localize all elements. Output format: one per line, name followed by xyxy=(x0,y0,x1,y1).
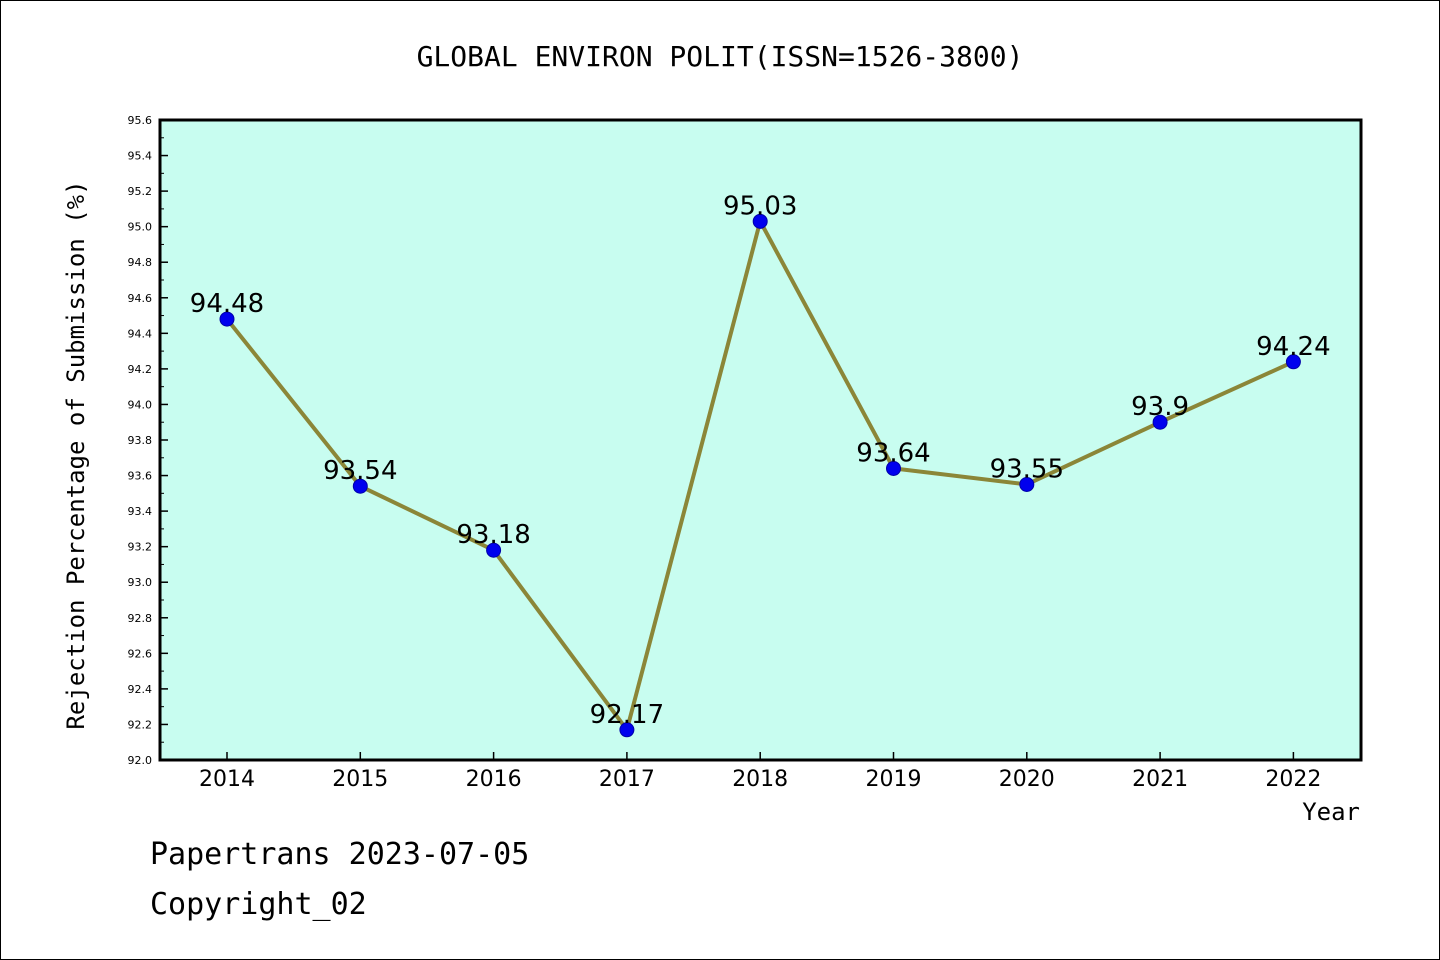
y-tick-label: 94.6 xyxy=(128,292,153,305)
y-tick-label: 94.8 xyxy=(128,256,153,269)
data-label: 93.9 xyxy=(1131,392,1189,422)
y-tick-label: 94.4 xyxy=(128,327,153,340)
data-label: 93.64 xyxy=(856,438,930,468)
data-label: 95.03 xyxy=(723,191,797,221)
y-tick-label: 93.0 xyxy=(128,576,153,589)
x-tick-label: 2020 xyxy=(999,767,1055,792)
y-tick-label: 93.8 xyxy=(128,434,153,447)
data-labels: 94.48 93.54 93.18 92.17 95.03 93.64 93.55 93.9 9… xyxy=(190,191,1331,729)
y-tick-label: 93.2 xyxy=(128,541,153,554)
y-tick-label: 92.4 xyxy=(128,683,153,696)
data-point xyxy=(219,311,235,327)
data-label: 94.24 xyxy=(1256,332,1330,362)
x-tick-label: 2014 xyxy=(199,767,255,792)
y-tick-label: 92.0 xyxy=(128,754,153,767)
footer-copyright: Copyright_02 xyxy=(150,887,367,922)
y-tick-label: 94.2 xyxy=(128,363,153,376)
data-point xyxy=(352,478,368,494)
y-tick-label: 93.6 xyxy=(128,470,153,483)
x-tick-label: 2015 xyxy=(332,767,388,792)
data-label: 93.18 xyxy=(456,520,530,550)
x-tick-label: 2021 xyxy=(1132,767,1188,792)
data-point xyxy=(886,460,901,476)
y-axis: 92.0 92.2 92.4 92.6 92.8 93.0 93.2 93.4 93.6 93.8… xyxy=(128,114,168,767)
chart-title: GLOBAL ENVIRON POLIT(ISSN=1526-3800) xyxy=(417,40,1024,73)
data-label: 94.48 xyxy=(190,289,264,319)
plot-border xyxy=(158,118,1363,762)
data-point xyxy=(1019,476,1035,492)
footer-source: Papertrans 2023-07-05 xyxy=(150,837,529,872)
data-point xyxy=(1152,414,1168,430)
data-points xyxy=(219,213,1301,738)
data-label: 93.55 xyxy=(990,454,1064,484)
y-tick-label: 95.6 xyxy=(128,114,153,127)
y-tick-label: 95.4 xyxy=(128,150,153,163)
data-label: 93.54 xyxy=(323,456,397,486)
x-tick-label: 2019 xyxy=(866,767,922,792)
y-tick-label: 92.2 xyxy=(128,718,153,731)
y-axis-label: Rejection Percentage of Submission (%) xyxy=(62,180,90,729)
y-tick-label: 95.2 xyxy=(128,185,153,198)
x-tick-label: 2016 xyxy=(466,767,522,792)
y-tick-label: 95.0 xyxy=(128,221,153,234)
data-label: 92.17 xyxy=(590,700,664,730)
data-point xyxy=(486,542,502,558)
x-tick-label: 2018 xyxy=(732,767,788,792)
data-point xyxy=(752,213,768,229)
y-tick-label: 93.4 xyxy=(128,505,153,518)
y-tick-label: 94.0 xyxy=(128,398,153,411)
x-tick-label: 2017 xyxy=(599,767,655,792)
data-point xyxy=(619,722,635,738)
x-axis-label: Year xyxy=(1302,798,1360,826)
data-point xyxy=(1285,354,1301,370)
x-tick-label: 2022 xyxy=(1265,767,1321,792)
y-tick-label: 92.6 xyxy=(128,647,153,660)
x-axis: 2014 2015 2016 2017 2018 2019 2020 2021 2022 xyxy=(199,752,1321,792)
y-tick-label: 92.8 xyxy=(128,612,153,625)
